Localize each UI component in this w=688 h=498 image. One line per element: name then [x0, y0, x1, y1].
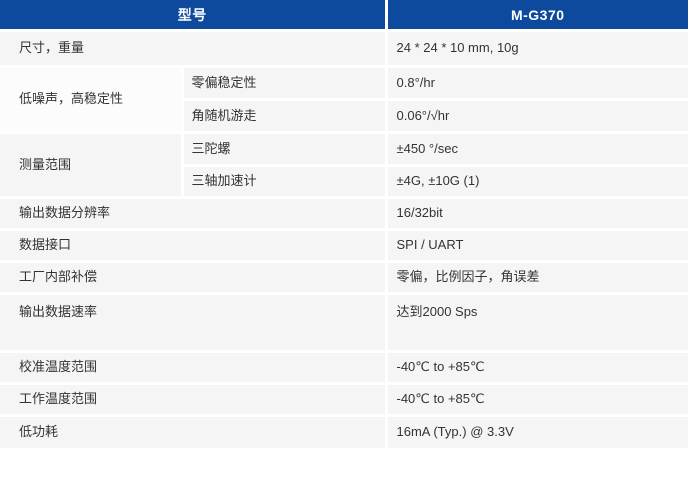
header-model-value: M-G370 — [384, 0, 688, 32]
row-value: 24 * 24 * 10 mm, 10g — [384, 29, 688, 68]
row-value: 0.8°/hr — [384, 65, 688, 101]
row-value: ±450 °/sec — [384, 131, 688, 167]
table-row-power-consumption: 低功耗 16mA (Typ.) @ 3.3V — [0, 414, 688, 449]
row-value: 16mA (Typ.) @ 3.3V — [384, 414, 688, 449]
row-label: 校准温度范围 — [0, 350, 388, 385]
table-row-accel-range: 三轴加速计 ±4G, ±10G (1) — [0, 164, 688, 199]
group-label-low-noise: 低噪声，高稳定性 — [0, 65, 184, 134]
table-row-data-resolution: 输出数据分辨率 16/32bit — [0, 196, 688, 231]
row-sublabel: 三陀螺 — [180, 131, 388, 167]
table-row-angular-random-walk: 角随机游走 0.06°/√hr — [0, 98, 688, 134]
row-label: 工作温度范围 — [0, 382, 388, 417]
row-sublabel: 零偏稳定性 — [180, 65, 388, 101]
row-label: 尺寸，重量 — [0, 29, 388, 68]
table-row-dimensions: 尺寸，重量 24 * 24 * 10 mm, 10g — [0, 29, 688, 68]
watermark-text: —NSCN — [607, 460, 688, 483]
spec-table: 型号 M-G370 尺寸，重量 24 * 24 * 10 mm, 10g 低噪声… — [0, 0, 688, 449]
group-label-measure-range: 测量范围 — [0, 131, 184, 199]
row-value: 零偏，比例因子，角误差 — [384, 260, 688, 295]
row-value: 达到2000 Sps — [384, 292, 688, 353]
row-label: 输出数据分辨率 — [0, 196, 388, 231]
table-row-gyro-range: 测量范围 三陀螺 ±450 °/sec — [0, 131, 688, 199]
header-model-label: 型号 — [0, 0, 388, 32]
row-value: 0.06°/√hr — [384, 98, 688, 134]
row-value: -40℃ to +85℃ — [384, 382, 688, 417]
row-sublabel: 角随机游走 — [180, 98, 388, 134]
table-row-bias-stability: 低噪声，高稳定性 零偏稳定性 0.8°/hr — [0, 65, 688, 134]
table-row-calibration-temp: 校准温度范围 -40℃ to +85℃ — [0, 350, 688, 385]
watermark-cross-icon: × — [565, 456, 581, 486]
row-sublabel: 三轴加速计 — [180, 164, 388, 199]
table-row-factory-compensation: 工厂内部补偿 零偏，比例因子，角误差 — [0, 260, 688, 295]
row-value: SPI / UART — [384, 228, 688, 263]
row-value: -40℃ to +85℃ — [384, 350, 688, 385]
row-label: 低功耗 — [0, 414, 388, 449]
row-label: 输出数据速率 — [0, 292, 388, 353]
table-header-row: 型号 M-G370 — [0, 0, 688, 32]
row-value: ±4G, ±10G (1) — [384, 164, 688, 199]
row-value: 16/32bit — [384, 196, 688, 231]
table-row-operating-temp: 工作温度范围 -40℃ to +85℃ — [0, 382, 688, 417]
row-label: 数据接口 — [0, 228, 388, 263]
table-row-output-rate: 输出数据速率 达到2000 Sps — [0, 292, 688, 353]
watermark: × —NSCN — [565, 458, 688, 485]
table-row-data-interface: 数据接口 SPI / UART — [0, 228, 688, 263]
row-label: 工厂内部补偿 — [0, 260, 388, 295]
